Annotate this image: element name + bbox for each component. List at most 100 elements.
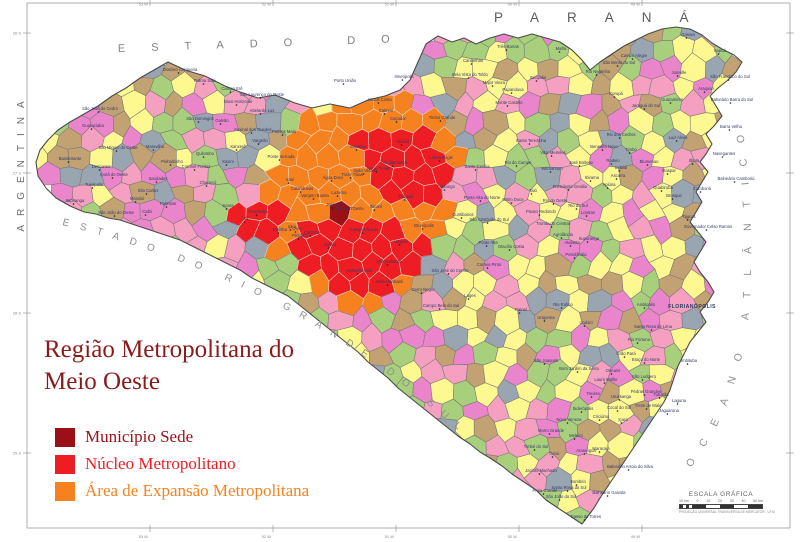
- municipality-label: Timbé do Sul: [524, 444, 549, 449]
- municipality-label: São Bento do Sul: [603, 60, 636, 65]
- municipality-seat-dot: [606, 495, 609, 497]
- municipality-label: Praia Grande: [533, 488, 559, 493]
- municipality-label: Campo Erê: [221, 86, 243, 91]
- municipality-seat-dot: [610, 163, 613, 165]
- municipality-label: Palma Sola: [194, 78, 216, 83]
- municipality-label: Urupema: [537, 315, 555, 320]
- municipality-label: Coronel Freitas: [182, 164, 211, 169]
- municipality-label: Jaguaruna: [659, 408, 679, 413]
- municipality-label: Timbó Grande: [429, 115, 456, 120]
- municipality-seat-dot: [727, 79, 730, 81]
- municipality-seat-dot: [627, 469, 630, 471]
- municipality-label: Brusque: [666, 193, 682, 198]
- municipality-seat-dot: [243, 221, 246, 223]
- municipality-label: Novo Horizonte: [224, 99, 254, 104]
- municipality-label: Pinhalzinho: [161, 159, 183, 164]
- axis-tick-label: 50 W: [508, 2, 518, 7]
- municipality-seat-dot: [386, 264, 389, 266]
- municipality-label: Xaxim: [222, 159, 234, 164]
- legend-item-sede: Município Sede: [55, 427, 309, 447]
- municipality-cell: [433, 27, 455, 45]
- municipality-label: Rio dos Cedros: [607, 132, 636, 137]
- municipality-seat-dot: [703, 91, 706, 93]
- municipality-label: Timbó: [625, 147, 637, 152]
- municipality-seat-dot: [205, 185, 208, 187]
- municipality-seat-dot: [474, 169, 477, 171]
- municipality-label: Urussanga: [611, 394, 632, 399]
- municipality-label: Ibicaré: [370, 204, 383, 209]
- municipality-label: Ilhota: [689, 158, 700, 163]
- municipality-seat-dot: [618, 137, 621, 139]
- municipality-seat-dot: [535, 80, 538, 82]
- municipality-seat-dot: [347, 211, 350, 213]
- map-title: Região Metropolitana do Meio Oeste: [44, 334, 294, 398]
- municipality-label: Treze Tílias: [341, 172, 363, 177]
- municipality-seat-dot: [566, 422, 569, 424]
- municipality-seat-dot: [618, 399, 621, 401]
- municipality-seat-dot: [467, 77, 470, 79]
- municipality-seat-dot: [551, 456, 554, 458]
- municipality-seat-dot: [229, 91, 232, 93]
- municipality-label: Trombudo Central: [536, 221, 570, 226]
- municipality-seat-dot: [134, 201, 137, 203]
- municipality-seat-dot: [289, 229, 292, 231]
- municipality-cell: [331, 91, 353, 115]
- municipality-label: Siderópolis: [573, 406, 594, 411]
- municipality-label: Garuva: [681, 32, 695, 37]
- municipality-seat-dot: [508, 249, 511, 251]
- municipality-seat-dot: [666, 413, 669, 415]
- municipality-seat-dot: [259, 113, 262, 115]
- municipality-label: Pouso Redondo: [526, 209, 557, 214]
- municipality-seat-dot: [705, 229, 708, 231]
- scale-tick: 40: [741, 499, 746, 503]
- municipality-seat-dot: [552, 203, 555, 205]
- municipality-seat-dot: [281, 134, 284, 136]
- municipality-label: Ponte Serrada: [267, 154, 295, 159]
- municipality-label: Zortéa: [324, 242, 337, 247]
- municipality-seat-dot: [447, 273, 450, 275]
- municipality-seat-dot: [601, 149, 604, 151]
- municipality-label: Indaial: [615, 165, 627, 170]
- municipality-seat-dot: [533, 449, 536, 451]
- municipality-label: São Joaquim: [534, 358, 559, 363]
- municipality-seat-dot: [660, 190, 663, 192]
- neighbor-label-argentina: ARGENTINA: [16, 92, 27, 231]
- municipality-label: Jacinto Machado: [525, 468, 557, 473]
- municipality-seat-dot: [560, 237, 563, 239]
- municipality-label: São Domingos: [186, 116, 213, 121]
- municipality-seat-dot: [589, 180, 592, 182]
- municipality-label: Ituporanga: [579, 236, 600, 241]
- municipality-seat-dot: [255, 214, 258, 216]
- municipality-label: Agrolândia: [553, 232, 574, 237]
- municipality-seat-dot: [479, 200, 482, 202]
- municipality-seat-dot: [606, 187, 609, 189]
- municipality-seat-dot: [685, 37, 688, 39]
- municipality-seat-dot: [342, 83, 345, 85]
- municipality-seat-dot: [717, 53, 720, 55]
- municipality-label: Santa Rosa do Sul: [552, 485, 587, 490]
- municipality-seat-dot: [145, 193, 148, 195]
- municipality-seat-dot: [113, 215, 116, 217]
- municipality-label: Bela Vista do Toldo: [452, 72, 488, 77]
- municipality-seat-dot: [491, 85, 494, 87]
- municipality-label: Abdon Batista: [376, 259, 403, 264]
- axis-tick-label: 53 W: [139, 2, 149, 7]
- municipality-seat-dot: [349, 177, 352, 179]
- municipality-label: Videira: [397, 139, 411, 144]
- municipality-label: Camboriú: [693, 186, 712, 191]
- municipality-label: Porto União: [334, 78, 357, 83]
- municipality-label: Celso Ramos: [346, 268, 371, 273]
- municipality-seat-dot: [550, 226, 553, 228]
- municipality-label: Tijucas: [682, 214, 695, 219]
- municipality-seat-dot: [538, 473, 541, 475]
- municipality-label: Faxinal dos Guedes: [234, 127, 271, 132]
- municipality-label: Rio Negrinho: [586, 69, 611, 74]
- municipality-label: José Boiteux: [569, 160, 594, 165]
- municipality-seat-dot: [636, 342, 639, 344]
- municipality-label: Urubici: [579, 320, 592, 325]
- municipality-seat-dot: [277, 232, 280, 234]
- municipality-label: Balneário Camboriú: [717, 176, 755, 181]
- municipality-label: Apiúna: [602, 182, 616, 187]
- neighbor-label-parana: PARANÁ: [494, 10, 717, 25]
- municipality-label: Itapiranga: [66, 198, 85, 203]
